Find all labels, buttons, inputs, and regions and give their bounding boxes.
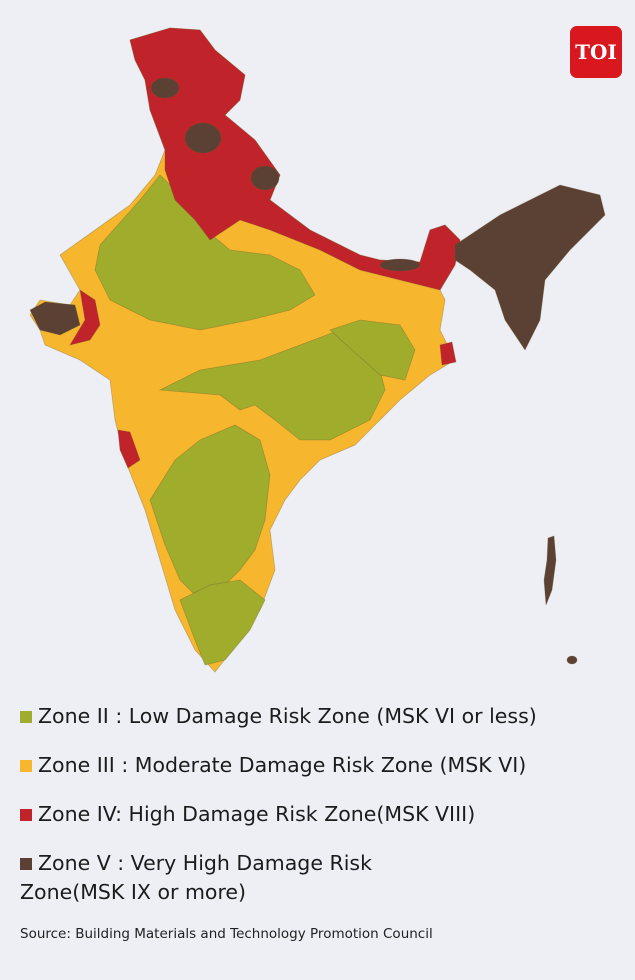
zone-v-region-bihar [379, 258, 421, 272]
zone-ii-region-south [149, 424, 271, 601]
india-seismic-zone-map [29, 27, 606, 673]
zone-v-nicobar-islands [566, 655, 578, 665]
zone-v-region-uttarakhand [250, 165, 280, 191]
zone-ii-region-central [158, 329, 386, 441]
legend-item-zone-iii: Zone III : Moderate Damage Risk Zone (MS… [20, 751, 620, 780]
zone-v-region-himachal [184, 122, 222, 154]
zone-iv-region-konkan [117, 429, 141, 469]
zone-iii-swatch [20, 760, 32, 772]
zone-v-region-kutch [29, 301, 81, 336]
zone-iv-swatch [20, 809, 32, 821]
zone-iv-region-bengal [439, 341, 457, 366]
zone-iii-region [29, 27, 461, 673]
zone-ii-swatch [20, 711, 32, 723]
legend-label: Zone V : Very High Damage Risk Zone(MSK … [20, 851, 372, 904]
source-note: Source: Building Materials and Technolog… [20, 926, 433, 942]
legend-item-zone-v: Zone V : Very High Damage Risk Zone(MSK … [20, 849, 440, 907]
legend-label: Zone II : Low Damage Risk Zone (MSK VI o… [38, 704, 537, 728]
legend-label: Zone III : Moderate Damage Risk Zone (MS… [38, 753, 527, 777]
toi-logo: TOI [570, 26, 622, 78]
zone-ii-region-east [329, 319, 416, 381]
zone-iv-region-north [129, 27, 461, 291]
zone-v-swatch [20, 858, 32, 870]
legend-item-zone-ii: Zone II : Low Damage Risk Zone (MSK VI o… [20, 702, 620, 731]
legend-label: Zone IV: High Damage Risk Zone(MSK VIII) [38, 802, 476, 826]
zone-v-region-northeast [454, 184, 606, 351]
zone-iv-region-west [69, 289, 101, 346]
zone-v-region-kashmir [150, 77, 180, 99]
zone-ii-region-tip [179, 579, 266, 666]
zone-v-andaman-islands [543, 535, 557, 606]
legend: Zone II : Low Damage Risk Zone (MSK VI o… [20, 702, 620, 927]
legend-item-zone-iv: Zone IV: High Damage Risk Zone(MSK VIII) [20, 800, 620, 829]
